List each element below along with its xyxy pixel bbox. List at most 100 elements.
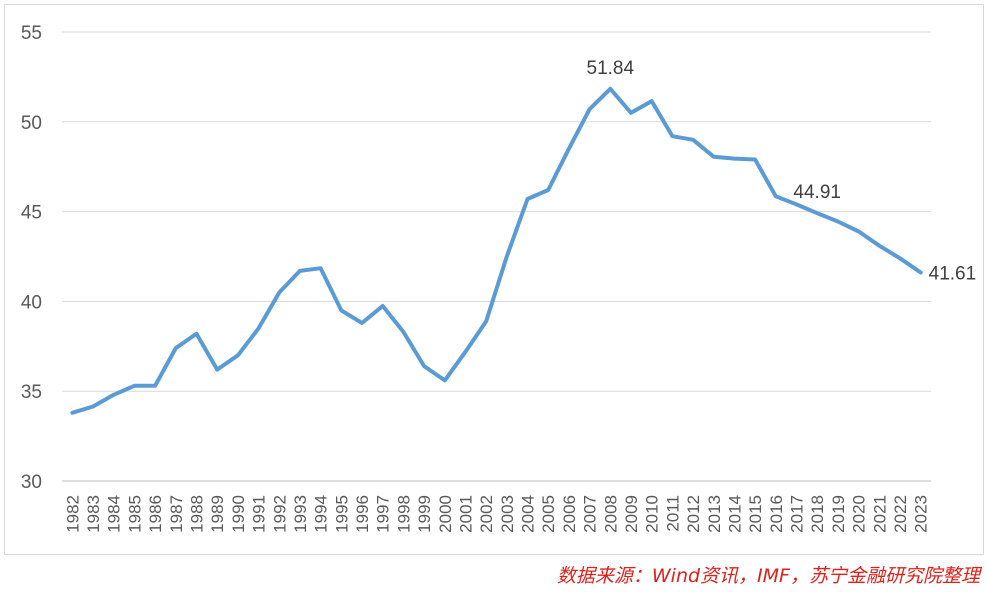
x-tick-label: 1999 (415, 495, 434, 533)
x-tick-label: 2001 (456, 495, 475, 533)
data-point (92, 405, 94, 407)
data-point (71, 412, 73, 414)
data-label: 41.61 (929, 263, 977, 284)
data-point (878, 245, 880, 247)
x-tick-label: 1989 (208, 495, 227, 533)
x-tick-label: 2021 (870, 495, 889, 533)
y-axis-ticks: 30 35 40 45 50 55 (21, 23, 42, 493)
y-tick-label: 30 (21, 472, 42, 493)
x-tick-label: 1982 (63, 495, 82, 533)
data-point (133, 385, 135, 387)
x-tick-label: 2000 (436, 495, 455, 533)
data-point (423, 365, 425, 367)
data-point (651, 100, 653, 102)
x-tick-label: 2019 (829, 495, 848, 533)
data-point (733, 158, 735, 160)
data-point (671, 135, 673, 137)
x-tick-label: 2018 (808, 495, 827, 533)
x-tick-label: 1986 (146, 495, 165, 533)
x-tick-label: 1983 (84, 495, 103, 533)
x-tick-label: 1988 (187, 495, 206, 533)
x-tick-label: 2020 (850, 495, 869, 533)
data-point (589, 108, 591, 110)
x-axis-ticks: 1982 1983 1984 1985 1986 1987 1988 1989 1990 1991… (63, 495, 930, 533)
x-tick-label: 2004 (519, 495, 538, 533)
x-tick-label: 2017 (788, 495, 807, 533)
x-tick-label: 2023 (912, 495, 931, 533)
source-note: 数据来源：Wind资讯，IMF，苏宁金融研究院整理 (556, 565, 980, 587)
x-tick-label: 2011 (663, 495, 682, 532)
data-point (713, 156, 715, 158)
data-point (858, 230, 860, 232)
x-tick-label: 2005 (539, 495, 558, 533)
data-point (775, 195, 777, 197)
x-tick-label: 1991 (250, 495, 269, 533)
x-tick-label: 1984 (105, 495, 124, 533)
x-tick-label: 2009 (622, 495, 641, 533)
data-label: 51.84 (587, 58, 635, 79)
x-tick-label: 2014 (725, 495, 744, 533)
x-tick-label: 1992 (270, 495, 289, 533)
x-tick-label: 1995 (332, 495, 351, 533)
data-point (692, 139, 694, 141)
data-point (837, 220, 839, 222)
data-label: 44.91 (793, 182, 841, 203)
data-point (754, 159, 756, 161)
gridlines (62, 31, 931, 482)
x-tick-label: 2008 (601, 495, 620, 533)
y-tick-label: 35 (21, 382, 42, 403)
x-tick-label: 1993 (291, 495, 310, 533)
x-tick-label: 1987 (167, 495, 186, 533)
data-point (402, 331, 404, 333)
data-point (113, 394, 115, 396)
x-tick-label: 1998 (394, 495, 413, 533)
x-tick-label: 1990 (229, 495, 248, 533)
data-point (175, 347, 177, 349)
data-point (361, 322, 363, 324)
data-point (568, 148, 570, 150)
data-point (796, 203, 798, 205)
y-tick-label: 45 (21, 203, 42, 224)
x-tick-label: 2012 (684, 495, 703, 533)
series-line (70, 86, 923, 415)
data-point (506, 256, 508, 257)
x-tick-label: 2003 (498, 495, 517, 533)
y-tick-label: 55 (21, 23, 42, 44)
data-point (299, 270, 301, 272)
data-point (920, 271, 922, 273)
data-point (382, 305, 384, 307)
x-tick-label: 1985 (125, 495, 144, 533)
x-tick-label: 2010 (643, 495, 662, 533)
data-point (899, 257, 901, 259)
x-tick-label: 2006 (560, 495, 579, 533)
data-point (464, 351, 466, 353)
data-point (340, 309, 342, 311)
data-point (278, 291, 280, 293)
x-tick-label: 2022 (891, 495, 910, 533)
x-tick-label: 2016 (767, 495, 786, 533)
y-tick-label: 40 (21, 292, 42, 313)
x-tick-label: 2002 (477, 495, 496, 533)
data-point (154, 385, 156, 387)
data-point (630, 112, 632, 114)
series-layer (70, 86, 923, 415)
x-tick-label: 2015 (746, 495, 765, 533)
data-point (547, 189, 549, 191)
data-point (816, 212, 818, 214)
annotations: 51.84 44.91 41.61 (587, 58, 977, 285)
x-tick-label: 2013 (705, 495, 724, 533)
data-point (320, 267, 322, 269)
data-point (485, 320, 487, 322)
x-tick-label: 2007 (581, 495, 600, 533)
x-tick-label: 1994 (312, 495, 331, 533)
y-tick-label: 50 (21, 113, 42, 134)
data-point (527, 198, 529, 200)
data-point (216, 369, 218, 371)
data-point (444, 379, 446, 381)
x-tick-label: 1997 (374, 495, 393, 533)
data-point (195, 333, 197, 335)
chart-frame: 30 35 40 45 50 55 1982 1983 1984 1985 1986 1987 198… (4, 4, 984, 555)
data-point (609, 88, 611, 90)
data-point (237, 354, 239, 356)
